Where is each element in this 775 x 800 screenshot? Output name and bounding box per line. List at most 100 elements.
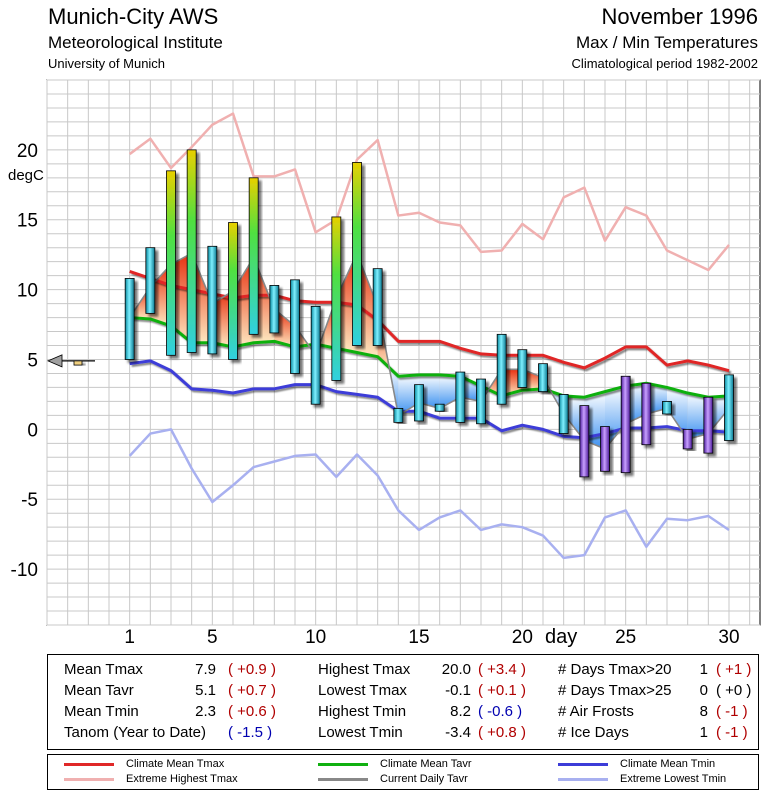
chart-legend: Climate Mean Tmax Climate Mean Tavr Climat… (47, 754, 759, 790)
y-tick-label: 15 (17, 211, 38, 232)
legend-swatch (318, 778, 368, 781)
warm-anomaly-fill (522, 369, 543, 391)
temperature-bar-day-21 (538, 363, 548, 393)
cool-anomaly-fill (460, 376, 481, 402)
stat-anomaly: ( +0.6 ) (228, 703, 276, 720)
stat-anomaly: ( +0.8 ) (478, 724, 526, 741)
cool-anomaly-fill (625, 383, 647, 424)
stat-anomaly: ( -1 ) (716, 724, 748, 741)
x-tick-labels: 1 5 10 15 20 25 30 (124, 627, 739, 648)
legend-label: Extreme Highest Tmax (126, 773, 238, 785)
stat-value: -0.1 (445, 682, 471, 699)
temperature-bar-day-16 (434, 403, 445, 412)
stat-label: Highest Tmin (318, 703, 407, 720)
warm-anomaly-fill (501, 369, 523, 396)
temperature-bar-day-1 (124, 278, 135, 360)
stat-label: Lowest Tmin (318, 724, 403, 741)
y-tick-label: -10 (11, 560, 38, 581)
stat-label: Mean Tavr (64, 682, 134, 699)
temperature-bar-day-7 (248, 177, 259, 335)
x-tick-label: 25 (615, 627, 636, 648)
stat-anomaly: ( +0.1 ) (478, 682, 526, 699)
x-tick-label: 1 (124, 627, 135, 648)
y-tick-label: 10 (17, 281, 38, 302)
stat-anomaly: ( -1.5 ) (228, 724, 273, 741)
stat-value: 1 (699, 661, 708, 678)
warm-anomaly-fill (357, 253, 378, 357)
stat-value: 20.0 (441, 661, 471, 678)
institute-name: Meteorological Institute (48, 33, 223, 52)
legend-label: Climate Mean Tmax (126, 758, 225, 770)
stat-label: # Days Tmax>25 (558, 682, 672, 699)
temperature-bar-day-22 (558, 394, 569, 434)
month-title: November 1996 (601, 4, 758, 29)
stat-value: 0 (699, 682, 708, 699)
temperature-bar-day-27 (662, 401, 672, 415)
university-name: University of Munich (48, 56, 166, 71)
series-line-extreme-lowest-tmin (128, 428, 730, 560)
legend-swatch (558, 778, 608, 781)
x-tick-label: 20 (512, 627, 533, 648)
y-axis-label: degC (8, 167, 44, 184)
warm-anomaly-fill (233, 257, 254, 347)
x-tick-label: 10 (305, 627, 326, 648)
temperature-bar-day-14 (393, 407, 404, 423)
warm-anomaly-fill (253, 257, 275, 343)
warm-anomaly-fill (171, 253, 192, 343)
stat-label: # Air Frosts (558, 703, 634, 720)
stat-anomaly: ( +1 ) (716, 661, 752, 678)
legend-label: Extreme Lowest Tmin (620, 773, 727, 785)
temperature-bar-day-5 (207, 245, 218, 355)
legend-label: Climate Mean Tavr (380, 758, 472, 770)
climate-period: Climatological period 1982-2002 (571, 56, 758, 71)
temperature-bar-day-15 (414, 384, 424, 422)
cool-anomaly-fill (419, 374, 440, 409)
stat-value: 1 (699, 724, 708, 741)
plot-area (46, 79, 761, 626)
cool-anomaly-fill (667, 387, 688, 440)
cool-anomaly-fill (646, 383, 667, 414)
stat-value: 2.3 (195, 703, 216, 720)
cool-anomaly-fill (687, 393, 709, 440)
temperature-bar-day-8 (269, 285, 280, 334)
stat-anomaly: ( +0.9 ) (228, 661, 276, 678)
stat-value: 8 (699, 703, 708, 720)
warm-anomaly-fill (274, 309, 295, 347)
stat-label: Highest Tmax (318, 661, 411, 678)
y-tick-label: 20 (17, 141, 38, 162)
temperature-bar-day-24 (600, 426, 610, 472)
x-tick-label: 15 (408, 627, 429, 648)
stat-anomaly: ( +3.4 ) (478, 661, 526, 678)
stat-value: -3.4 (445, 724, 471, 741)
temperature-bar-day-25 (620, 375, 631, 474)
legend-swatch (64, 778, 114, 781)
y-tick-label: 0 (27, 420, 38, 441)
x-tick-label: 30 (718, 627, 739, 648)
x-tick-label: 5 (207, 627, 218, 648)
temperature-bar-day-11 (331, 216, 342, 381)
station-title: Munich-City AWS (48, 4, 219, 29)
stat-anomaly: ( +0.7 ) (228, 682, 276, 699)
temperature-bar-day-17 (455, 371, 466, 423)
series-line-extreme-highest-tmax (128, 112, 730, 272)
stat-anomaly: ( -1 ) (716, 703, 748, 720)
temperature-bar-day-20 (517, 349, 528, 388)
y-tick-label: 5 (27, 350, 38, 371)
temperature-bars (124, 149, 734, 478)
temperature-bar-day-9 (290, 279, 300, 374)
legend-label: Current Daily Tavr (380, 773, 468, 785)
stat-label: Mean Tmax (64, 661, 143, 678)
stat-label: Lowest Tmax (318, 682, 407, 699)
y-tick-label: -5 (21, 490, 38, 511)
temperature-bar-day-10 (310, 305, 321, 405)
temperature-bar-day-23 (579, 405, 590, 478)
temperature-bar-day-4 (186, 149, 197, 353)
legend-swatch (558, 763, 608, 766)
temperature-bar-day-29 (703, 396, 714, 454)
stat-value: 8.2 (450, 703, 471, 720)
y-tick-labels: -10 -5 0 5 10 15 20 (11, 141, 38, 581)
stat-value: 7.9 (195, 661, 216, 678)
temperature-bar-day-26 (641, 382, 652, 446)
legend-swatch (64, 763, 114, 766)
